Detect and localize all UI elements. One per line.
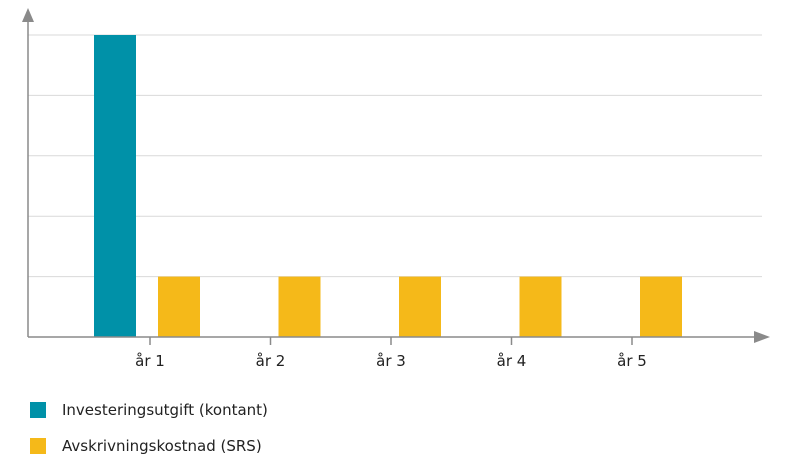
bar-avskrivningskostnad-3	[399, 276, 441, 337]
chart: år 1 år 2 år 3 år 4 år 5	[22, 8, 770, 370]
bar-avskrivningskostnad-4	[519, 276, 562, 337]
x-ticks: år 1 år 2 år 3 år 4 år 5	[135, 337, 647, 370]
bar-investeringsutgift-1	[94, 35, 136, 337]
bars	[94, 35, 682, 337]
bar-avskrivningskostnad-5	[640, 276, 682, 337]
bar-avskrivningskostnad-2	[278, 276, 321, 337]
x-tick-label-4: år 4	[497, 352, 527, 370]
x-tick-label-2: år 2	[256, 352, 286, 370]
legend-label-investeringsutgift: Investeringsutgift (kontant)	[62, 401, 268, 419]
legend-swatch-investeringsutgift	[30, 402, 46, 418]
bar-avskrivningskostnad-1	[158, 276, 200, 337]
x-tick-label-1: år 1	[135, 352, 165, 370]
x-tick-label-3: år 3	[376, 352, 406, 370]
legend-item-investeringsutgift: Investeringsutgift (kontant)	[30, 400, 268, 420]
x-axis-arrow	[754, 331, 770, 343]
x-tick-label-5: år 5	[617, 352, 647, 370]
legend-label-avskrivningskostnad: Avskrivningskostnad (SRS)	[62, 437, 262, 455]
legend: Investeringsutgift (kontant) Avskrivning…	[30, 400, 268, 472]
legend-swatch-avskrivningskostnad	[30, 438, 46, 454]
legend-item-avskrivningskostnad: Avskrivningskostnad (SRS)	[30, 436, 268, 456]
gridlines	[28, 34, 762, 278]
y-axis-arrow	[22, 8, 34, 22]
